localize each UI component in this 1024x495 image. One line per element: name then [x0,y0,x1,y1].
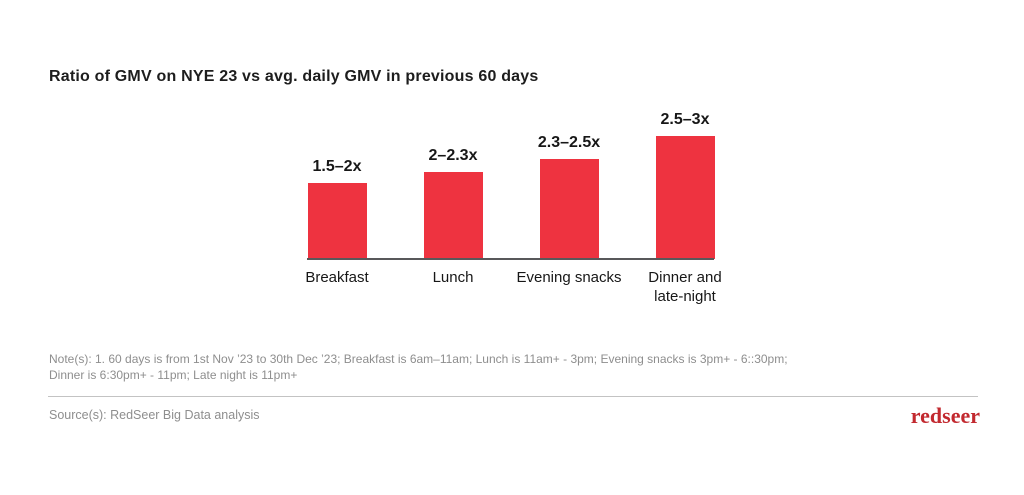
bar-group: 2.5–3x [627,111,743,259]
category-labels: Breakfast Lunch Evening snacks Dinner and l… [279,268,743,306]
category-label: Lunch [432,269,474,286]
footnote-line-2: Dinner is 6:30pm+ - 11pm; Late night is … [49,368,298,382]
bar-value-label: 2.3–2.5x [537,134,601,151]
footer-divider [48,396,978,397]
bar [539,159,599,259]
bar-group: 2.3–2.5x [511,111,627,259]
x-axis-baseline [307,258,714,260]
bar-group: 1.5–2x [279,111,395,259]
bar-group: 2–2.3x [395,111,511,259]
category-label: Evening snacks [516,269,622,286]
chart-title: Ratio of GMV on NYE 23 vs avg. daily GMV… [49,68,539,85]
category-label: Breakfast [305,269,369,286]
bar-value-label: 2.5–3x [660,111,710,128]
footnotes: Note(s): 1. 60 days is from 1st Nov ’23 … [49,351,789,383]
source-text: Source(s): RedSeer Big Data analysis [49,408,260,422]
footnote-line-1: Note(s): 1. 60 days is from 1st Nov ’23 … [49,352,788,366]
redseer-logo: redseer [910,403,980,428]
category-label: Dinner and late-night [648,269,722,305]
bar [655,136,715,259]
bar-groups: 1.5–2x 2–2.3x 2.3–2.5x 2.5–3x [279,111,743,259]
bar-value-label: 2–2.3x [428,147,478,164]
bar [423,172,483,259]
bar-value-label: 1.5–2x [312,158,362,175]
bar [307,183,367,259]
